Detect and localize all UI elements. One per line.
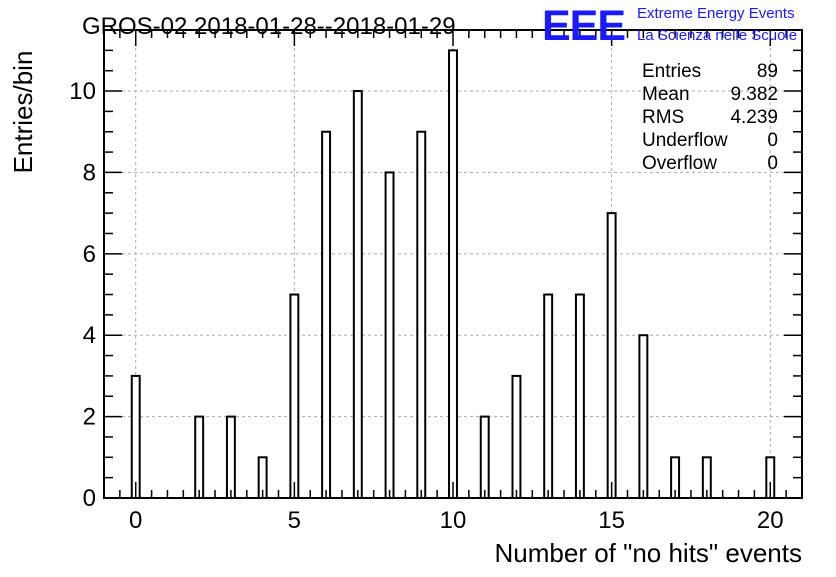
histogram-bar [384, 171, 395, 499]
x-tick-label: 20 [757, 507, 784, 534]
y-tick-label: 2 [83, 404, 96, 431]
x-tick-label: 10 [440, 507, 467, 534]
y-tick-label: 6 [83, 241, 96, 268]
stats-value: 4.239 [730, 107, 778, 128]
eee-logo: EEE [542, 2, 625, 50]
chart-title: GROS-02 2018-01-28--2018-01-29 [82, 13, 456, 40]
x-tick-label: 0 [129, 507, 142, 534]
stats-value: 0 [767, 130, 778, 151]
histogram-bar [289, 293, 300, 499]
logo-line-1: Extreme Energy Events [637, 5, 795, 22]
histogram-bar [543, 293, 554, 499]
stats-value: 9.382 [730, 84, 778, 105]
x-tick-label: 15 [598, 507, 625, 534]
stats-label: Entries [642, 61, 701, 82]
histogram-bar [574, 293, 585, 499]
stats-value: 89 [757, 61, 778, 82]
stats-value: 0 [767, 153, 778, 174]
stats-label: Mean [642, 84, 690, 105]
histogram-bar [130, 374, 141, 500]
histogram-bar [321, 130, 332, 499]
histogram-bar [479, 415, 490, 500]
histogram-bar [448, 49, 458, 499]
histogram-bar [511, 374, 522, 500]
y-tick-label: 10 [69, 78, 96, 105]
axis-ticks [103, 29, 803, 499]
histogram-bar [352, 90, 363, 499]
histogram-bar [194, 415, 205, 500]
x-tick-label: 5 [288, 507, 301, 534]
y-axis-label: Entries/bin [8, 51, 38, 174]
logo-line-2: La Scienza nelle Scuole [637, 27, 797, 44]
tick-labels: 0 5 10 15 20 0 2 4 6 8 10 [69, 78, 783, 534]
histogram-bar [225, 415, 236, 500]
histogram-bar [606, 212, 617, 499]
stats-label: Underflow [642, 130, 728, 151]
y-tick-label: 8 [83, 159, 96, 186]
y-tick-label: 0 [83, 485, 96, 512]
stats-label: Overflow [642, 153, 717, 174]
stats-label: RMS [642, 107, 684, 128]
histogram-bar [416, 130, 427, 499]
histogram-bar [638, 334, 649, 499]
x-axis-label: Number of "no hits" events [495, 538, 803, 568]
y-tick-label: 4 [83, 322, 96, 349]
